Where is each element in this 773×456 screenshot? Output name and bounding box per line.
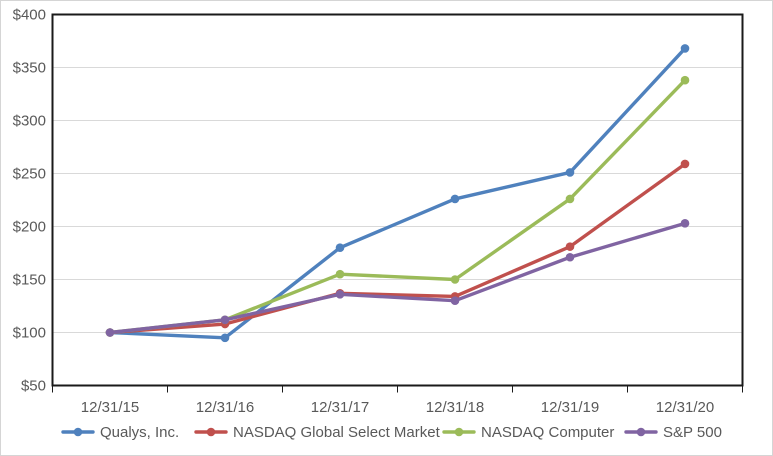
- data-point: [680, 75, 690, 85]
- x-axis-label: 12/31/20: [656, 399, 714, 416]
- x-axis-label: 12/31/19: [541, 399, 599, 416]
- series-line-3: [108, 221, 687, 335]
- data-point: [680, 159, 690, 169]
- data-point: [450, 194, 460, 204]
- plot-area: [52, 14, 743, 386]
- data-point: [220, 315, 230, 325]
- data-point: [335, 243, 345, 252]
- legend-swatch-marker: [636, 427, 646, 437]
- y-axis-label: $250: [13, 166, 46, 183]
- legend-swatch-marker: [73, 427, 83, 437]
- legend-swatch-marker: [454, 427, 464, 437]
- y-axis-label: $200: [13, 219, 46, 236]
- y-axis-label: $400: [13, 7, 46, 24]
- x-axis-label: 12/31/18: [426, 399, 484, 416]
- data-point: [680, 219, 690, 228]
- legend-label: NASDAQ Global Select Market: [233, 424, 441, 441]
- data-point: [105, 328, 115, 337]
- data-point: [565, 242, 575, 251]
- data-point: [565, 252, 575, 262]
- data-point: [450, 296, 460, 306]
- series-line-1: [108, 162, 687, 335]
- x-axis-label: 12/31/15: [81, 399, 139, 416]
- legend-label: Qualys, Inc.: [100, 424, 179, 441]
- legend-swatch-marker: [206, 427, 216, 437]
- y-axis-label: $300: [13, 113, 46, 130]
- data-point: [565, 194, 575, 204]
- data-point: [450, 275, 460, 284]
- data-point: [565, 168, 575, 177]
- series-line-0: [108, 46, 687, 340]
- y-axis-label: $150: [13, 272, 46, 289]
- y-axis-label: $100: [13, 325, 46, 342]
- plot-border: [51, 13, 744, 387]
- data-point: [335, 269, 345, 279]
- x-axis-label: 12/31/16: [196, 399, 254, 416]
- y-axis-label: $350: [13, 60, 46, 77]
- x-axis-label: 12/31/17: [311, 399, 369, 416]
- data-point: [220, 333, 230, 343]
- data-point: [680, 44, 690, 53]
- legend-label: NASDAQ Computer: [481, 424, 614, 441]
- y-axis-label: $50: [21, 378, 46, 395]
- data-point: [335, 290, 345, 299]
- legend-label: S&P 500: [663, 424, 722, 441]
